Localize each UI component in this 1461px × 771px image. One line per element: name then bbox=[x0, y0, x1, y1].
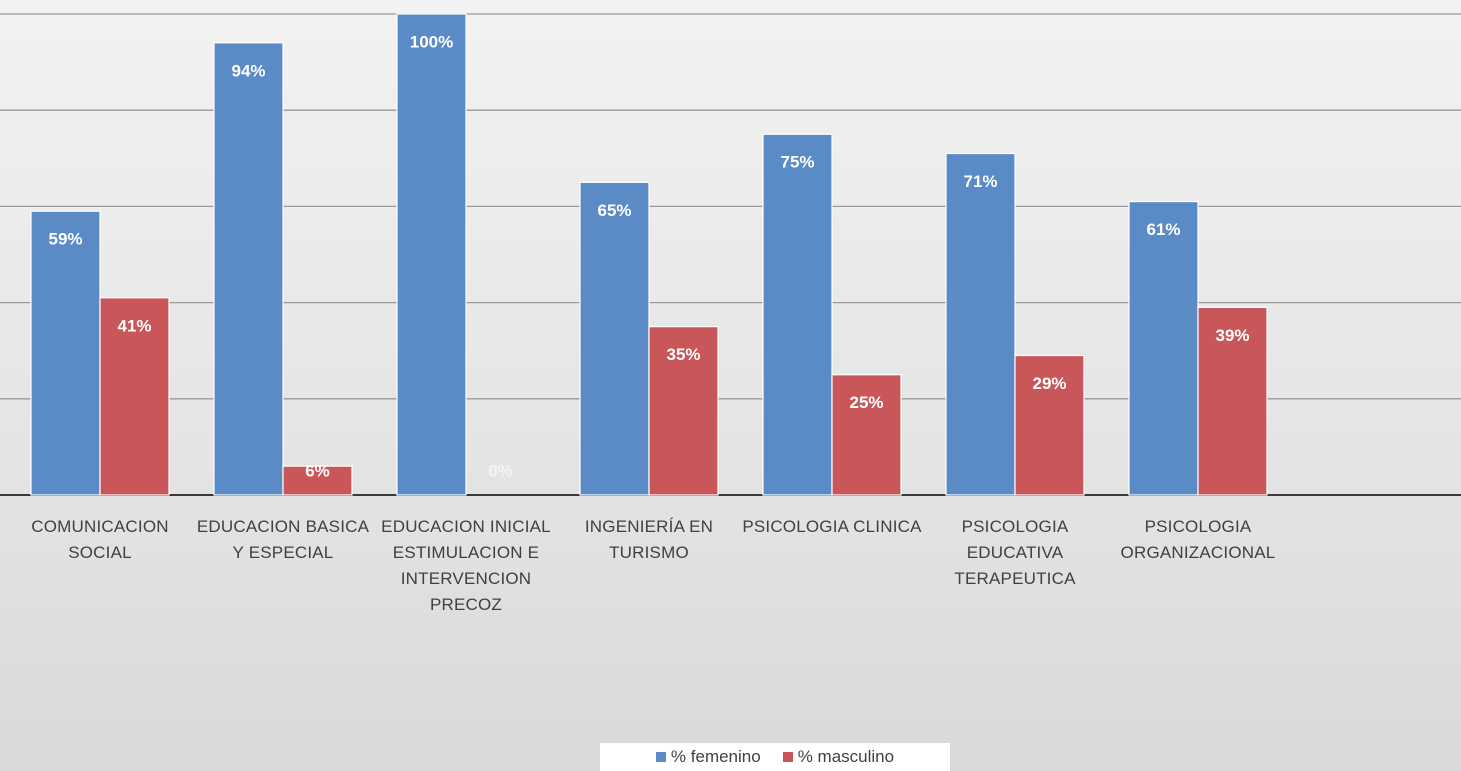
legend-item: % masculino bbox=[782, 747, 895, 767]
bar bbox=[282, 465, 353, 496]
value-label: 94% bbox=[231, 61, 265, 80]
bar bbox=[30, 210, 101, 496]
legend-label: % femenino bbox=[670, 747, 761, 766]
value-label: 25% bbox=[849, 393, 883, 412]
value-label: 35% bbox=[666, 345, 700, 364]
value-label: 65% bbox=[597, 201, 631, 220]
legend-swatch bbox=[655, 752, 666, 762]
value-label: 100% bbox=[410, 32, 453, 51]
value-label: 61% bbox=[1146, 220, 1180, 239]
value-label: 6% bbox=[305, 461, 330, 480]
value-label: 0% bbox=[488, 461, 513, 480]
bar bbox=[831, 374, 902, 496]
bar bbox=[1128, 200, 1199, 496]
value-label: 41% bbox=[117, 316, 151, 335]
value-label: 71% bbox=[963, 172, 997, 191]
bar bbox=[1197, 306, 1268, 496]
bar bbox=[213, 42, 284, 496]
bar bbox=[1014, 354, 1085, 496]
bar bbox=[579, 181, 650, 496]
bar bbox=[648, 326, 719, 496]
value-label: 59% bbox=[48, 230, 82, 249]
bar bbox=[945, 152, 1016, 496]
value-label: 39% bbox=[1215, 326, 1249, 345]
bar bbox=[396, 13, 467, 496]
x-tick-label: INGENIERÍA EN TURISMO bbox=[584, 517, 714, 562]
value-label: 75% bbox=[780, 153, 814, 172]
legend-swatch bbox=[782, 752, 793, 762]
x-tick-label: PSICOLOGIA EDUCATIVA TERAPEUTICA bbox=[954, 517, 1076, 588]
x-tick-label: PSICOLOGIA CLINICA bbox=[742, 517, 922, 536]
bar bbox=[99, 297, 170, 496]
x-tick-label: PSICOLOGIA ORGANIZACIONAL bbox=[1120, 517, 1276, 562]
legend-label: % masculino bbox=[797, 747, 895, 766]
x-tick-label: COMUNICACION SOCIAL bbox=[31, 517, 169, 562]
legend: % femenino % masculino bbox=[600, 743, 950, 771]
x-tick-label: EDUCACION BASICA Y ESPECIAL bbox=[196, 517, 370, 562]
value-label: 29% bbox=[1032, 374, 1066, 393]
x-tick-label: EDUCACION INICIAL ESTIMULACION E INTERVE… bbox=[381, 517, 551, 614]
legend-item: % femenino bbox=[655, 747, 761, 767]
bar bbox=[762, 133, 833, 496]
